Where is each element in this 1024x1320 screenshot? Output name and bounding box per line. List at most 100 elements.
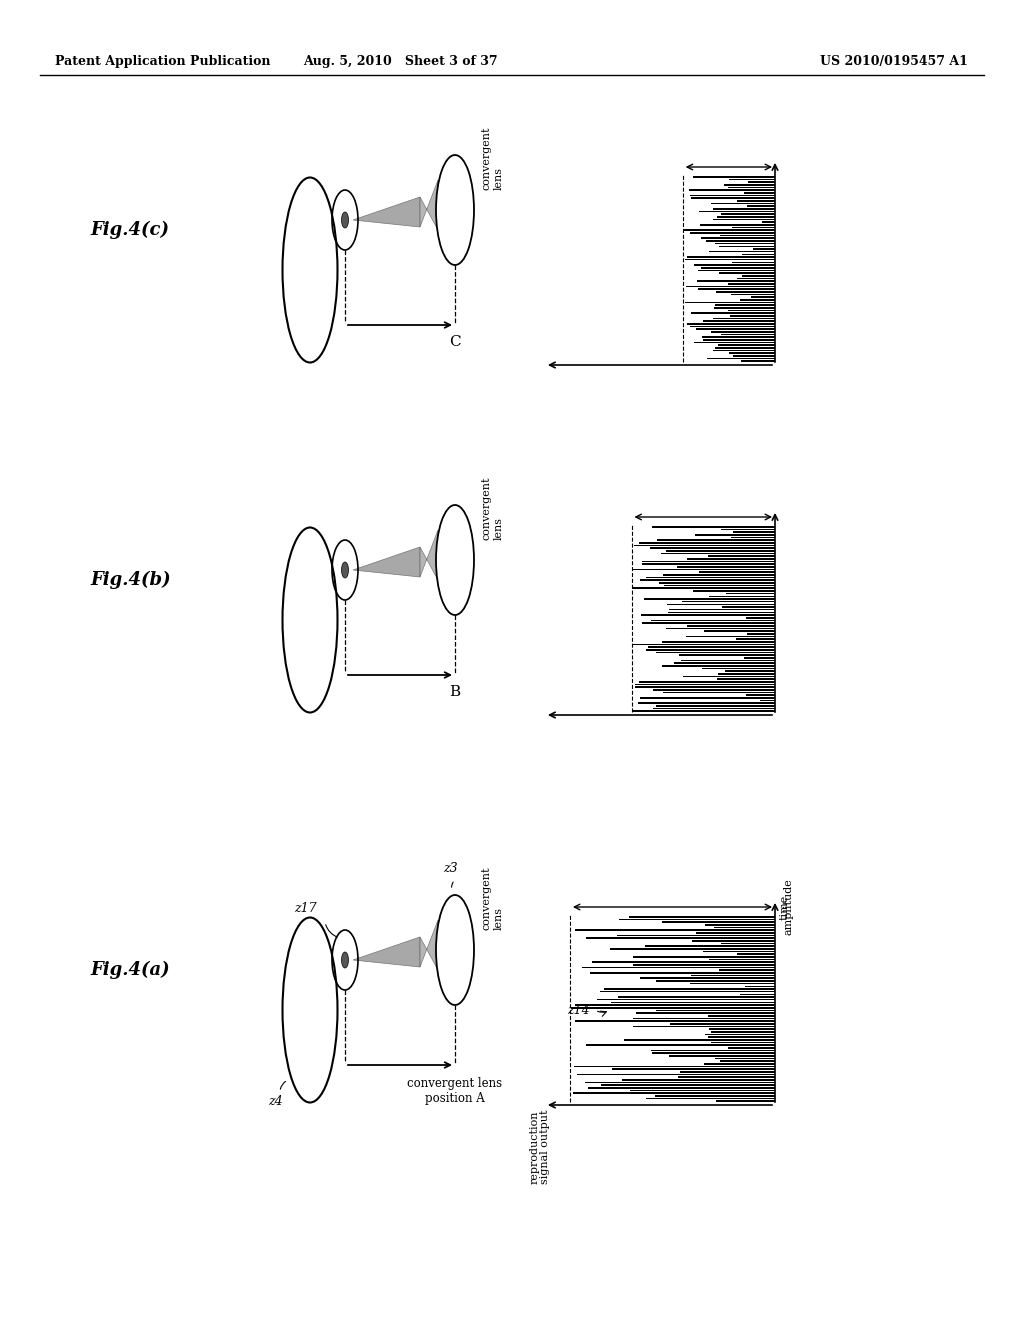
Bar [648,647,775,648]
Bar [645,577,775,578]
Bar [687,323,775,325]
Bar [620,919,775,920]
Bar [737,953,775,956]
Bar [575,929,775,931]
Bar [634,545,775,546]
Bar [687,624,775,627]
Bar [737,277,775,280]
Bar [745,616,775,619]
Bar [632,644,775,645]
Polygon shape [353,197,420,227]
Bar [696,329,775,330]
Bar [683,676,775,677]
Bar [728,282,775,285]
Bar [732,227,775,228]
Bar [655,1096,775,1097]
Bar [677,566,775,568]
Polygon shape [353,546,420,577]
Bar [720,1060,775,1061]
Text: z3: z3 [442,862,458,875]
Bar [571,1007,775,1008]
Bar [652,527,775,528]
Bar [716,290,775,293]
Bar [682,601,775,602]
Bar [685,259,775,260]
Bar [601,1084,775,1086]
Text: convergent
lens: convergent lens [482,866,504,931]
Bar [697,280,775,282]
Bar [685,301,775,304]
Bar [639,543,775,544]
Bar [646,1098,775,1100]
Bar [703,630,775,632]
Bar [721,529,775,531]
Bar [641,614,775,616]
Bar [674,663,775,664]
Bar [651,619,775,622]
Bar [702,337,775,338]
Bar [741,253,775,255]
Bar [684,230,775,231]
Text: amplitude: amplitude [783,879,793,936]
Bar [715,243,775,244]
Bar [737,201,775,202]
Bar [668,603,775,605]
Bar [686,635,775,638]
Bar [591,972,775,974]
Bar [711,203,775,205]
Bar [639,681,775,682]
Bar [718,345,775,346]
Bar [656,540,775,541]
Bar [712,1031,775,1032]
Bar [709,595,775,597]
Bar [600,991,775,993]
Bar [612,1068,775,1071]
Bar [633,956,775,958]
Bar [729,352,775,354]
Bar [719,272,775,273]
Bar [692,940,775,941]
Bar [633,1026,775,1027]
Bar [733,355,775,356]
Bar [687,558,775,560]
Polygon shape [420,180,438,230]
Bar [714,318,775,319]
Bar [699,211,775,213]
Bar [722,606,775,607]
Bar [630,1090,775,1092]
Bar [748,181,775,183]
Bar [640,579,775,581]
Bar [681,660,775,661]
Ellipse shape [436,895,474,1005]
Bar [702,668,775,669]
Bar [689,189,775,191]
Bar [698,572,775,573]
Bar [656,652,775,653]
Bar [740,994,775,995]
Bar [728,186,775,189]
Bar [713,219,775,220]
Bar [610,1002,775,1003]
Bar [575,1020,775,1022]
Bar [582,966,775,969]
Ellipse shape [341,562,348,578]
Bar [588,1088,775,1089]
Bar [680,1071,775,1073]
Bar [715,305,775,306]
Bar [714,350,775,351]
Bar [721,214,775,215]
Bar [746,632,775,635]
Bar [604,989,775,990]
Bar [650,1049,775,1051]
Bar [693,176,775,178]
Bar [592,961,775,964]
Bar [666,550,775,552]
Bar [724,183,775,186]
Bar [691,198,775,199]
Bar [694,264,775,265]
Bar [714,209,775,210]
Bar [691,313,775,314]
Bar [751,296,775,298]
Ellipse shape [436,154,474,265]
Bar [653,689,775,690]
